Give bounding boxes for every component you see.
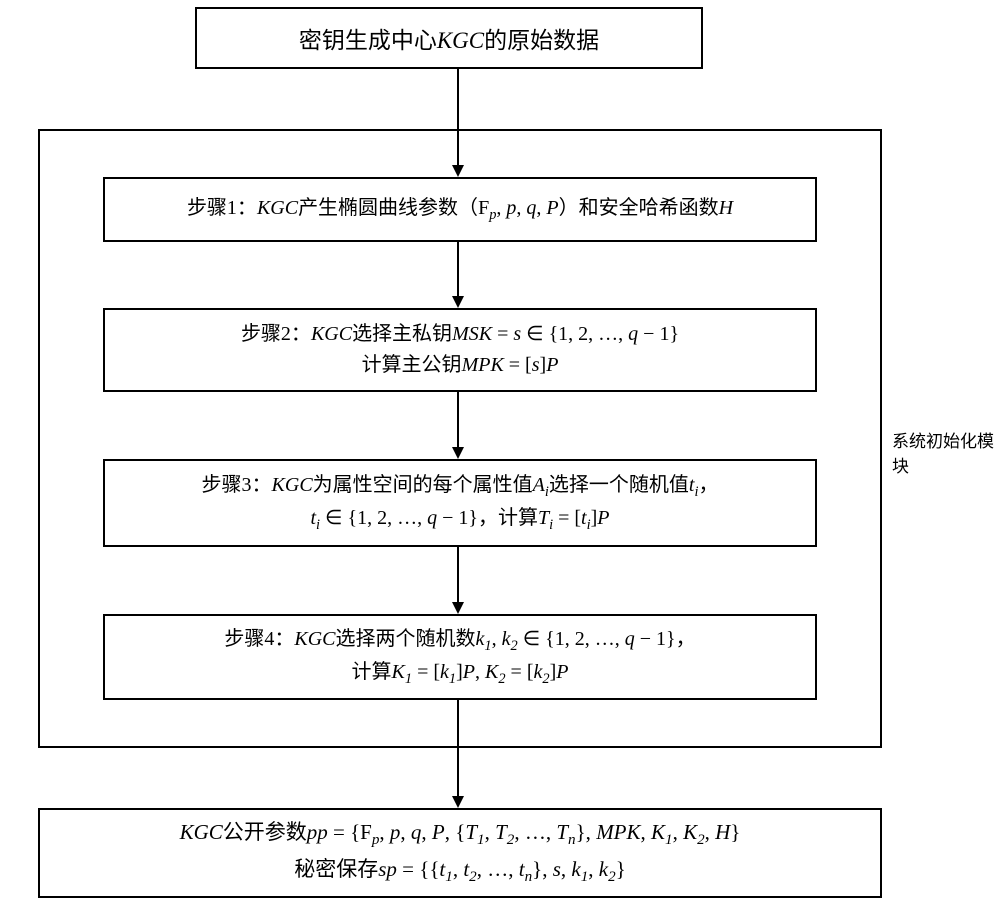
arrow-line-0 bbox=[457, 69, 459, 165]
step1-text: 步骤1：KGC产生椭圆曲线参数（Fp, p, q, P）和安全哈希函数H bbox=[187, 193, 733, 226]
title-text: 密钥生成中心KGC的原始数据 bbox=[299, 21, 599, 55]
step2-line1: 步骤2：KGC选择主私钥MSK = s ∈ {1, 2, …, q − 1} bbox=[241, 319, 679, 350]
step1-box: 步骤1：KGC产生椭圆曲线参数（Fp, p, q, P）和安全哈希函数H bbox=[103, 177, 817, 242]
output-line2: 秘密保存sp = {{t1, t2, …, tn}, s, k1, k2} bbox=[294, 853, 626, 890]
arrow-line-3 bbox=[457, 547, 459, 602]
arrow-line-4 bbox=[457, 700, 459, 796]
step2-box: 步骤2：KGC选择主私钥MSK = s ∈ {1, 2, …, q − 1} 计… bbox=[103, 308, 817, 392]
arrow-line-1 bbox=[457, 242, 459, 296]
arrow-head-1 bbox=[452, 296, 464, 308]
arrow-line-2 bbox=[457, 392, 459, 447]
step3-line2: ti ∈ {1, 2, …, q − 1}，计算Ti = [ti]P bbox=[310, 503, 609, 536]
arrow-head-4 bbox=[452, 796, 464, 808]
step3-box: 步骤3：KGC为属性空间的每个属性值Ai选择一个随机值ti， ti ∈ {1, … bbox=[103, 459, 817, 547]
step3-line1: 步骤3：KGC为属性空间的每个属性值Ai选择一个随机值ti， bbox=[202, 470, 719, 503]
output-box: KGC公开参数pp = {Fp, p, q, P, {T1, T2, …, Tn… bbox=[38, 808, 882, 898]
side-label: 系统初始化模块 bbox=[892, 427, 1000, 477]
arrow-head-2 bbox=[452, 447, 464, 459]
step4-box: 步骤4：KGC选择两个随机数k1, k2 ∈ {1, 2, …, q − 1}，… bbox=[103, 614, 817, 700]
step4-line2: 计算K1 = [k1]P, K2 = [k2]P bbox=[352, 657, 569, 690]
step4-line1: 步骤4：KGC选择两个随机数k1, k2 ∈ {1, 2, …, q − 1}， bbox=[224, 624, 695, 657]
step2-line2: 计算主公钥MPK = [s]P bbox=[362, 350, 559, 381]
title-box: 密钥生成中心KGC的原始数据 bbox=[195, 7, 703, 69]
output-line1: KGC公开参数pp = {Fp, p, q, P, {T1, T2, …, Tn… bbox=[180, 816, 741, 853]
arrow-head-0 bbox=[452, 165, 464, 177]
arrow-head-3 bbox=[452, 602, 464, 614]
